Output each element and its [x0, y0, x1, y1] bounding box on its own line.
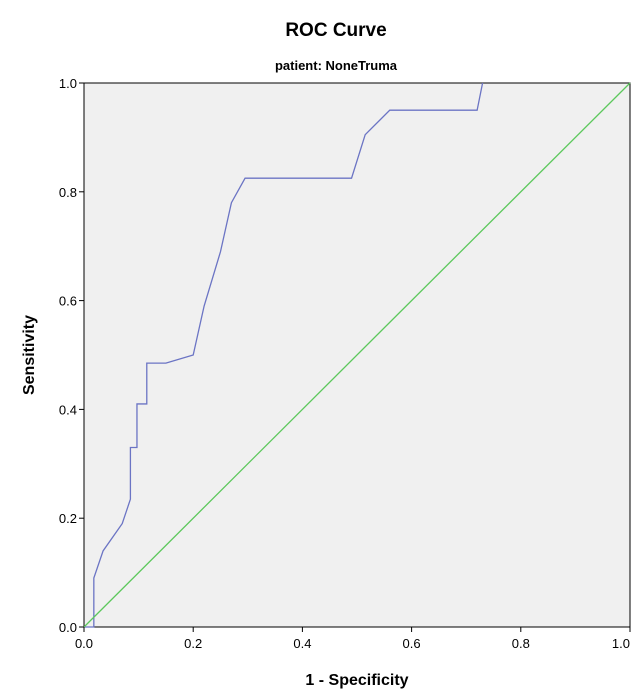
chart-subtitle: patient: NoneTruma — [275, 58, 398, 73]
y-tick-label: 0.0 — [59, 620, 77, 635]
y-tick-label: 0.8 — [59, 185, 77, 200]
chart-title: ROC Curve — [285, 20, 386, 41]
y-tick-label: 0.6 — [59, 294, 77, 309]
x-axis-label: 1 - Specificity — [305, 672, 408, 689]
reference-line — [83, 82, 631, 628]
y-axis: 0.0 0.2 0.4 0.6 0.8 1.0 — [59, 76, 84, 635]
x-tick-label: 0.4 — [293, 636, 311, 651]
x-tick-label: 0.2 — [184, 636, 202, 651]
x-tick-label: 0.0 — [75, 636, 93, 651]
x-tick-label: 0.8 — [512, 636, 530, 651]
curves-group — [83, 82, 631, 628]
y-axis-label: Sensitivity — [21, 315, 38, 395]
y-tick-label: 0.4 — [59, 402, 77, 417]
y-tick-label: 0.2 — [59, 511, 77, 526]
x-axis: 0.0 0.2 0.4 0.6 0.8 1.0 — [75, 627, 631, 651]
x-tick-label: 0.6 — [403, 636, 421, 651]
x-tick-label: 1.0 — [612, 636, 630, 651]
roc-curve — [84, 82, 484, 628]
y-tick-label: 1.0 — [59, 76, 77, 91]
